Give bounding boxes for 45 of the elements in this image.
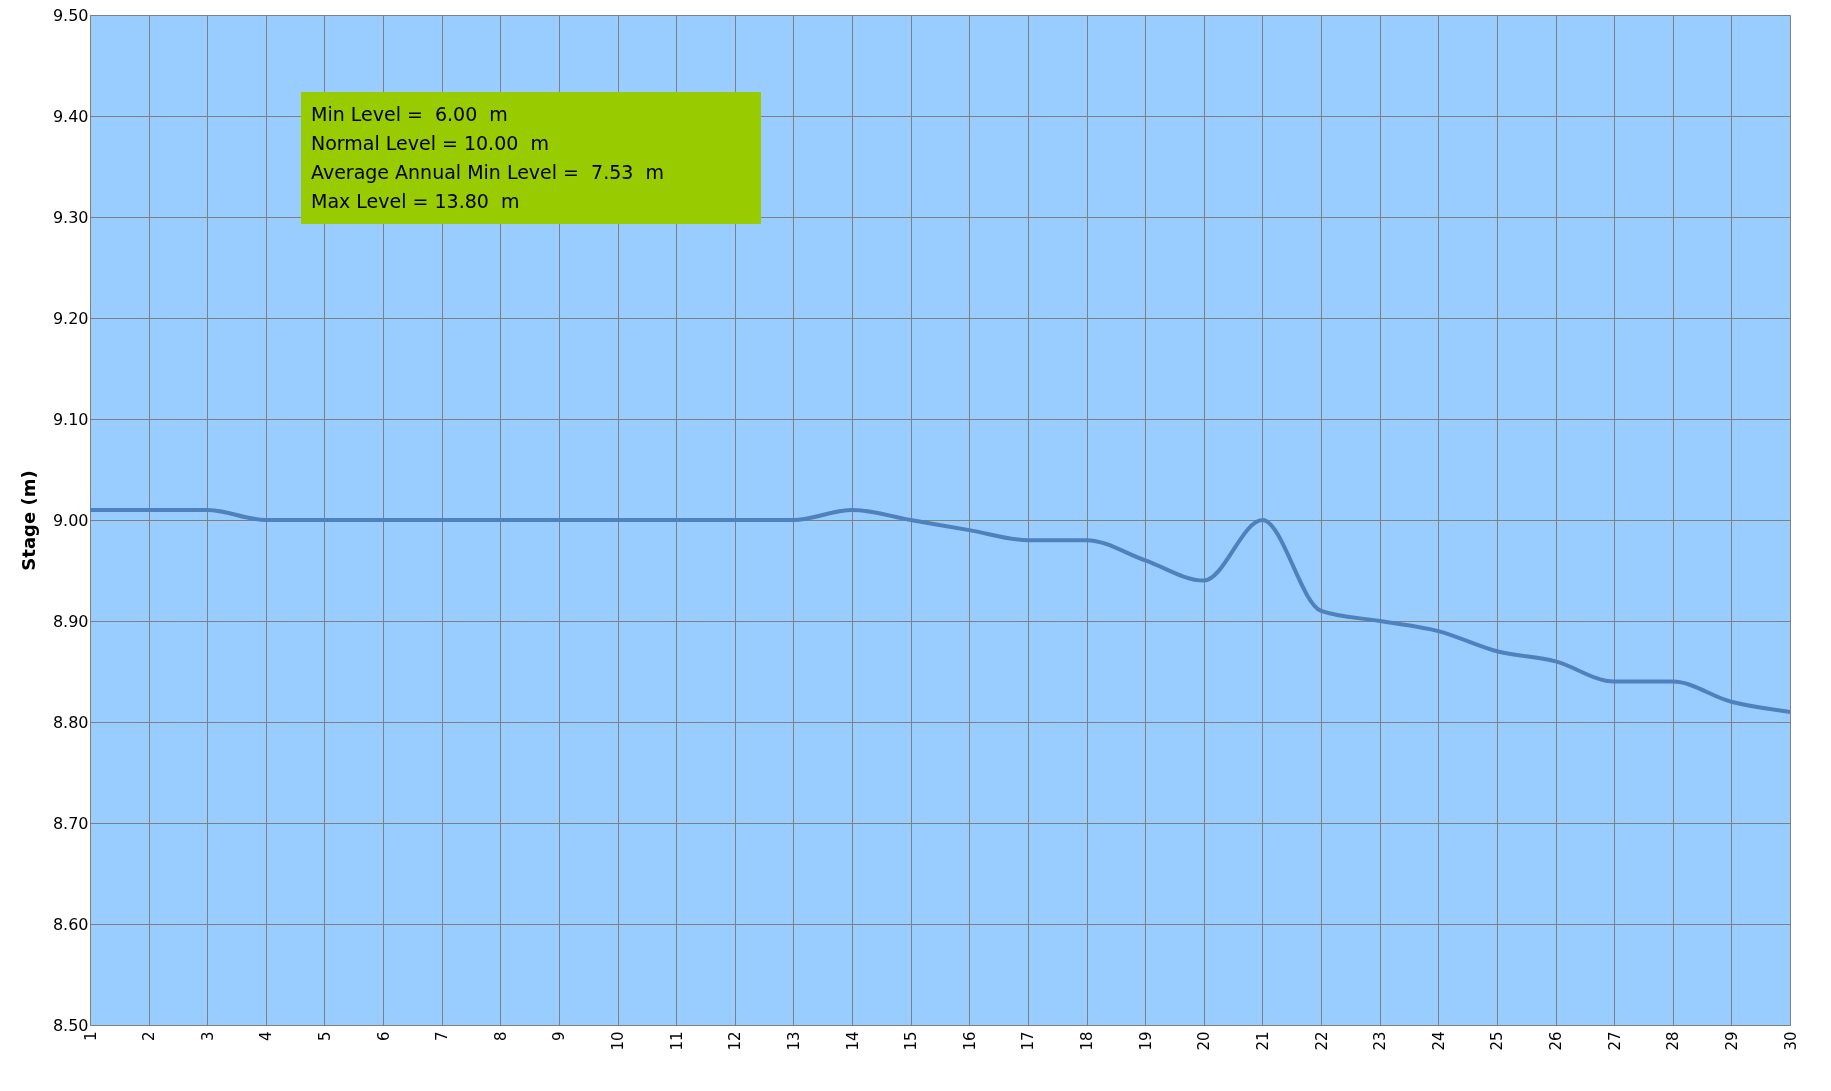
x-tick-label: 14 [843,1031,862,1051]
y-tick-label: 9.50 [52,5,89,25]
x-tick-label: 21 [1253,1031,1272,1051]
x-tick-label: 3 [198,1031,217,1042]
x-tick-label: 27 [1605,1031,1624,1051]
y-tick-label: 8.60 [52,914,89,934]
x-tick-label: 20 [1195,1031,1214,1051]
x-tick-label: 9 [550,1031,569,1042]
y-axis-title: Stage (m) [17,470,39,571]
y-tick-label: 9.30 [52,207,89,227]
y-tick-label: 9.20 [52,308,89,328]
annotation: Normal Level = 10.00 m [311,131,550,156]
x-tick-label: 18 [1078,1031,1097,1051]
x-tick-label: 17 [1019,1031,1038,1051]
x-tick-label: 16 [960,1031,979,1051]
x-tick-label: 8 [491,1031,510,1042]
x-tick-label: 25 [1488,1031,1507,1051]
line-series [88,507,1792,714]
x-tick-label: 19 [1136,1031,1155,1051]
y-tick-label: 8.70 [52,813,89,833]
y-tick-label: 8.80 [52,712,89,732]
x-tick-label: 30 [1781,1031,1800,1051]
x-tick-label: 13 [784,1031,803,1051]
x-tick-label: 23 [1371,1031,1390,1051]
y-tick-label: 9.00 [52,510,89,530]
y-tick-label: 8.90 [52,611,89,631]
x-tick-label: 7 [433,1031,452,1042]
annotation: Min Level = 6.00 m [311,102,509,127]
x-tick-label: 12 [726,1031,745,1051]
annotation: Average Annual Min Level = 7.53 m [311,160,665,185]
x-tick-label: 11 [667,1031,686,1051]
x-tick-label: 29 [1722,1031,1741,1051]
x-tick-label: 24 [1429,1031,1448,1051]
x-tick-label: 26 [1547,1031,1566,1051]
x-tick-label: 6 [374,1031,393,1042]
x-tick-label: 28 [1664,1031,1683,1051]
x-tick-label: 5 [315,1031,334,1042]
annotation: Max Level = 13.80 m [311,189,521,214]
y-tick-label: 9.10 [52,409,89,429]
y-tick-label: 9.40 [52,106,89,126]
x-tick-label: 4 [257,1031,276,1042]
x-tick-label: 22 [1312,1031,1331,1051]
x-tick-label: 2 [140,1031,159,1042]
x-tick-label: 15 [902,1031,921,1051]
x-tick-label: 10 [609,1031,628,1051]
